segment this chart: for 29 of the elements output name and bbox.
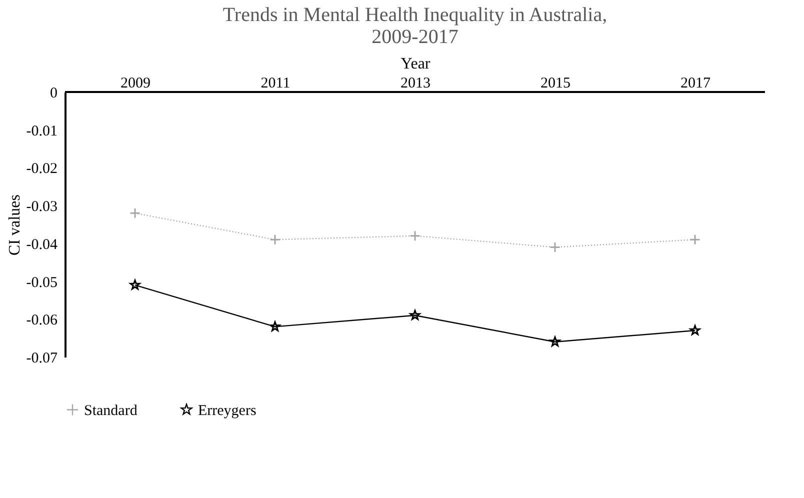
legend-label: Erreygers [198, 402, 256, 419]
x-tick-label: 2011 [260, 76, 290, 92]
x-tick-label: 2013 [400, 76, 430, 92]
point [270, 234, 280, 246]
point [550, 242, 560, 253]
legend-label: Standard [84, 402, 138, 419]
y-axis-title: CI values [6, 194, 24, 256]
x-tick-label: 2009 [120, 76, 150, 92]
point [410, 230, 420, 242]
text: 2009-2017 [372, 26, 458, 48]
point [130, 280, 140, 290]
point [270, 321, 280, 332]
y-tick-label: -0.01 [26, 123, 58, 140]
y-tick-label: -0.02 [26, 161, 58, 178]
x-axis-title: Year [400, 56, 431, 72]
point [410, 310, 420, 320]
point [130, 208, 140, 219]
y-tick-label: -0.07 [26, 350, 58, 366]
x-tick-label: 2015 [540, 76, 570, 92]
y-tick-label: -0.05 [26, 274, 58, 291]
point [550, 336, 560, 346]
text: Trends in Mental Health Inequality in Australia, [222, 4, 608, 26]
point [690, 325, 700, 336]
y-tick-label: 0 [50, 86, 58, 102]
point [690, 234, 700, 246]
y-tick-label: -0.04 [26, 236, 58, 253]
y-tick-label: -0.03 [26, 199, 58, 216]
y-tick-label: -0.06 [26, 312, 58, 329]
x-tick-label: 2017 [680, 76, 711, 92]
